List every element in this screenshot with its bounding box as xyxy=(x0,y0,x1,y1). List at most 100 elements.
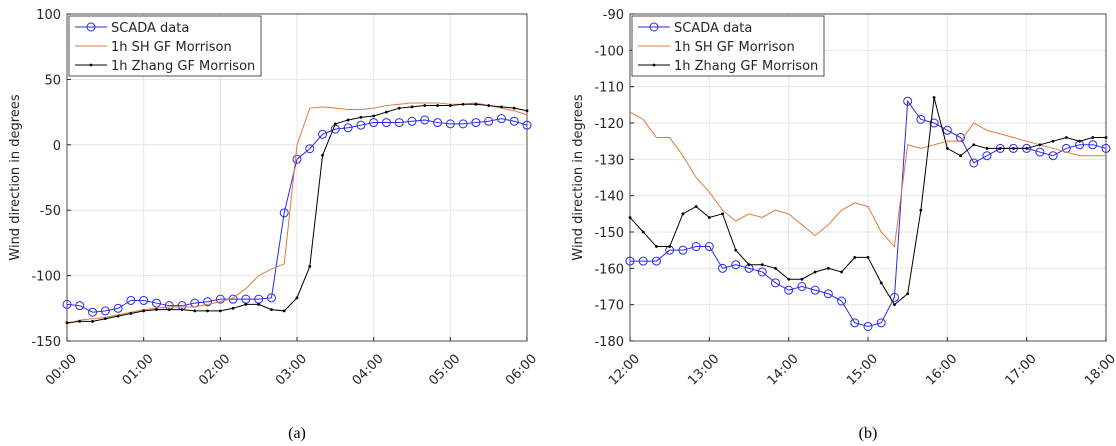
marker xyxy=(718,263,728,273)
marker xyxy=(167,308,171,312)
marker xyxy=(88,307,98,317)
marker xyxy=(655,245,658,248)
marker xyxy=(445,119,455,129)
x-tick-label: 02:00 xyxy=(196,351,233,388)
marker xyxy=(625,256,635,266)
marker xyxy=(840,270,843,274)
marker xyxy=(116,314,120,318)
marker xyxy=(407,116,417,126)
y-tick-label: -100 xyxy=(31,270,61,285)
y-tick-label: -160 xyxy=(594,262,624,277)
marker xyxy=(760,263,764,267)
x-tick-label: 17:00 xyxy=(1003,351,1040,388)
legend-box xyxy=(68,15,262,77)
marker xyxy=(800,277,804,281)
marker xyxy=(231,306,235,310)
marker xyxy=(484,116,494,126)
legend-marker xyxy=(652,63,656,67)
legend-label: 1h Zhang GF Morrison xyxy=(111,59,255,74)
x-tick-label: 04:00 xyxy=(350,351,387,388)
marker xyxy=(206,309,209,313)
chart: 00:00 01:00 02:00 03:00 04:00 05:00 06:00 -150 -… xyxy=(8,8,540,442)
marker xyxy=(1078,139,1081,143)
marker xyxy=(691,242,701,252)
marker xyxy=(129,312,133,315)
marker xyxy=(471,118,481,128)
marker xyxy=(1064,136,1068,139)
marker xyxy=(1104,136,1108,139)
marker xyxy=(410,105,414,109)
marker xyxy=(787,277,791,281)
y-tick-label: -90 xyxy=(603,8,624,23)
y-tick-label: -50 xyxy=(40,204,61,219)
marker xyxy=(651,256,661,266)
marker xyxy=(244,302,248,306)
x-tick-label: 12:00 xyxy=(606,351,643,388)
marker xyxy=(972,143,976,147)
marker xyxy=(203,297,213,307)
marker xyxy=(1101,143,1111,153)
legend-label: SCADA data xyxy=(674,21,752,36)
marker xyxy=(747,263,751,267)
marker xyxy=(180,308,184,312)
marker xyxy=(458,119,468,129)
marker xyxy=(522,120,532,130)
marker xyxy=(333,122,337,126)
marker xyxy=(343,123,353,133)
marker xyxy=(668,245,672,248)
legend-label: 1h SH GF Morrison xyxy=(111,40,232,55)
y-axis-label: Wind direction in degrees xyxy=(8,94,23,260)
marker xyxy=(385,110,388,114)
marker xyxy=(113,303,123,313)
marker xyxy=(850,318,860,328)
marker xyxy=(100,306,110,316)
y-tick-label: 50 xyxy=(44,73,61,88)
marker xyxy=(810,285,820,295)
marker xyxy=(282,309,286,313)
marker xyxy=(142,309,146,313)
marker xyxy=(879,281,883,285)
marker xyxy=(853,256,857,259)
chart: 12:00 13:00 14:00 15:00 16:00 17:00 18:00 -180 -… xyxy=(571,8,1116,442)
y-tick-label: 0 xyxy=(53,139,61,154)
marker xyxy=(295,296,299,300)
y-tick-label: -120 xyxy=(594,117,624,132)
marker xyxy=(436,104,439,107)
marker xyxy=(959,154,962,158)
x-tick-label: 18:00 xyxy=(1082,351,1116,388)
marker xyxy=(863,321,873,331)
y-tick-label: -180 xyxy=(594,335,624,350)
marker xyxy=(318,129,328,139)
legend-label: 1h Zhang GF Morrison xyxy=(674,59,818,74)
marker xyxy=(359,115,363,119)
marker xyxy=(929,118,939,128)
marker xyxy=(91,319,94,323)
x-tick-label: 06:00 xyxy=(503,351,540,388)
marker xyxy=(512,106,516,110)
marker xyxy=(1088,140,1098,150)
series-line xyxy=(629,111,1106,248)
plot-frame xyxy=(629,13,1107,342)
legend-label: 1h SH GF Morrison xyxy=(674,40,795,55)
y-tick-label: -150 xyxy=(31,335,61,350)
marker xyxy=(628,216,632,219)
marker xyxy=(500,105,503,109)
legend-marker xyxy=(649,22,659,32)
marker xyxy=(420,115,430,125)
x-tick-label: 14:00 xyxy=(765,351,802,388)
marker xyxy=(826,266,830,270)
marker xyxy=(308,265,312,268)
marker xyxy=(731,260,741,270)
marker xyxy=(998,147,1002,150)
marker xyxy=(734,248,738,252)
y-tick-label: -110 xyxy=(594,81,624,96)
marker xyxy=(62,299,72,309)
legend-label: SCADA data xyxy=(111,21,189,36)
marker xyxy=(1025,147,1029,150)
marker xyxy=(837,296,847,306)
marker xyxy=(721,212,724,216)
marker xyxy=(945,147,949,150)
x-tick-label: 05:00 xyxy=(426,351,463,388)
x-tick-label: 13:00 xyxy=(685,351,722,388)
marker xyxy=(1091,136,1095,139)
